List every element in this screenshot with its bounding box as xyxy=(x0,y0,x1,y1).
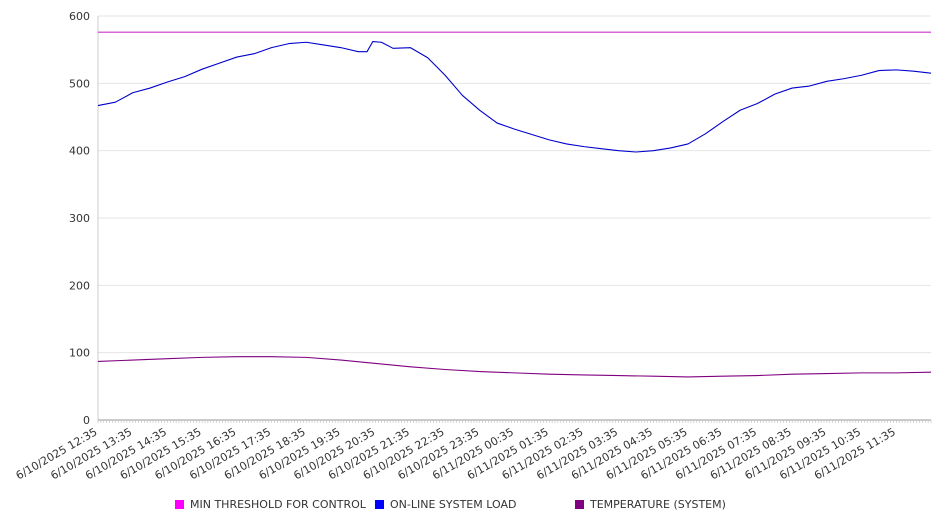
legend-label-system-load: ON-LINE SYSTEM LOAD xyxy=(390,498,517,511)
legend-swatch-min-threshold xyxy=(175,500,184,509)
y-tick-labels: 0 100 200 300 400 500 600 xyxy=(69,10,90,427)
legend-item-min-threshold[interactable]: MIN THRESHOLD FOR CONTROL xyxy=(175,498,366,511)
y-tick-label: 200 xyxy=(69,279,90,292)
grid-lines xyxy=(98,15,931,354)
y-tick-label: 500 xyxy=(69,77,90,90)
y-tick-label: 100 xyxy=(69,347,90,360)
legend-item-temperature[interactable]: TEMPERATURE (SYSTEM) xyxy=(575,498,726,511)
legend-item-system-load[interactable]: ON-LINE SYSTEM LOAD xyxy=(375,498,516,511)
legend-label-temperature: TEMPERATURE (SYSTEM) xyxy=(590,498,726,511)
y-tick-label: 300 xyxy=(69,212,90,225)
y-tick-label: 400 xyxy=(69,145,90,158)
series-line-temperature[interactable] xyxy=(97,356,932,378)
legend-swatch-temperature xyxy=(575,500,584,509)
axes xyxy=(97,16,932,423)
legend-label-min-threshold: MIN THRESHOLD FOR CONTROL xyxy=(190,498,366,511)
y-tick-label: 0 xyxy=(83,414,90,427)
series-line-system-load[interactable] xyxy=(97,41,932,153)
legend: MIN THRESHOLD FOR CONTROL ON-LINE SYSTEM… xyxy=(0,498,946,516)
y-tick-label: 600 xyxy=(69,10,90,23)
x-tick-labels: 6/10/2025 12:356/10/2025 13:356/10/2025 … xyxy=(14,425,898,482)
series-lines xyxy=(97,31,932,378)
legend-swatch-system-load xyxy=(375,500,384,509)
